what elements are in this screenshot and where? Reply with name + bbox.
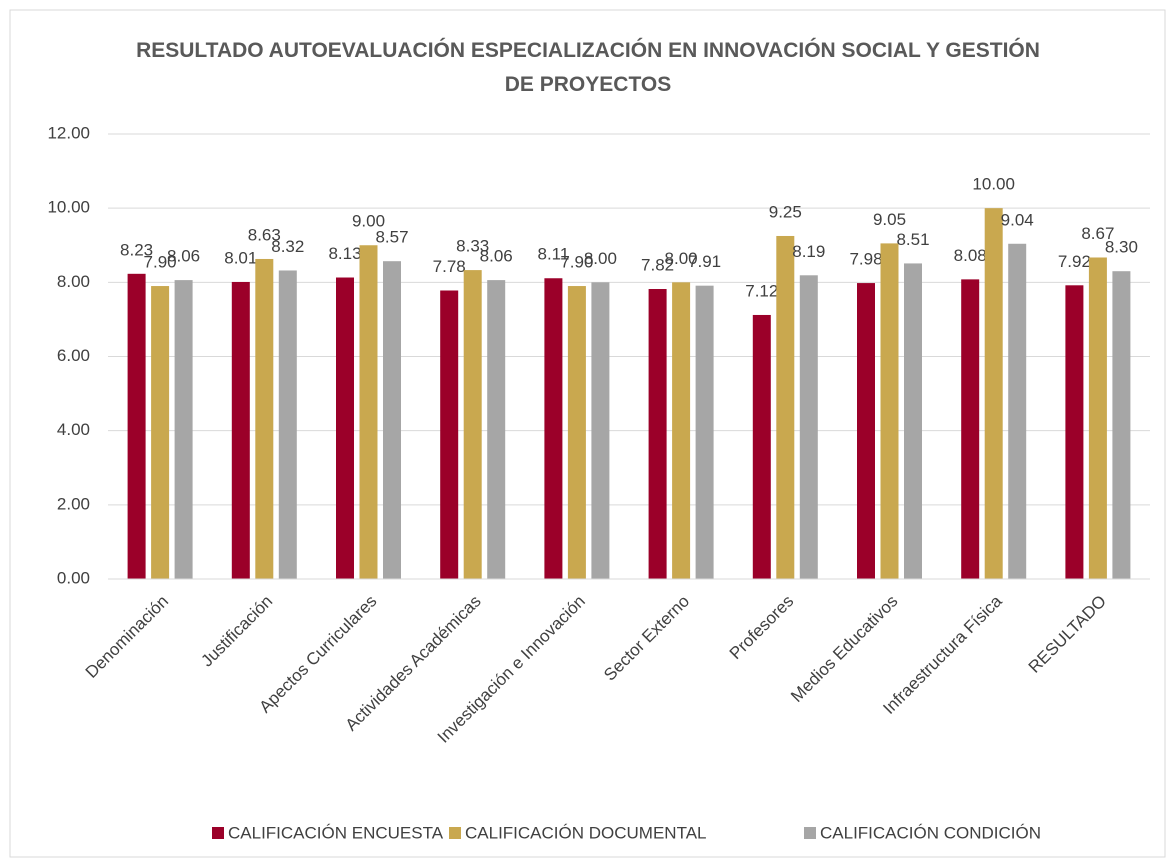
bar	[857, 283, 875, 579]
y-tick-label: 12.00	[47, 123, 90, 142]
data-label: 7.78	[433, 257, 466, 276]
legend-swatch	[804, 827, 816, 839]
data-label: 8.32	[271, 237, 304, 256]
bar	[648, 289, 667, 579]
bar	[695, 285, 714, 579]
y-tick-label: 10.00	[47, 198, 90, 217]
bar	[278, 270, 297, 579]
legend-swatch	[449, 827, 461, 839]
y-tick-label: 6.00	[57, 346, 90, 365]
bar	[904, 263, 922, 579]
data-label: 8.00	[665, 249, 698, 268]
y-tick-label: 0.00	[57, 568, 90, 587]
data-label: 8.06	[480, 247, 513, 266]
bar	[984, 208, 1003, 579]
bar	[151, 286, 170, 579]
data-label: 9.00	[352, 212, 385, 231]
data-label: 8.51	[896, 230, 929, 249]
bar	[880, 243, 899, 580]
data-label: 7.90	[144, 253, 177, 272]
data-label: 9.05	[873, 210, 906, 229]
bar	[440, 290, 459, 579]
y-tick-label: 8.00	[57, 272, 90, 291]
bar	[359, 245, 378, 579]
data-label: 8.57	[375, 228, 408, 247]
bar	[487, 280, 506, 579]
data-label: 7.98	[849, 250, 882, 269]
legend-label: CALIFICACIÓN ENCUESTA	[228, 823, 444, 842]
legend-label: CALIFICACIÓN DOCUMENTAL	[465, 823, 707, 842]
bar	[544, 278, 563, 579]
bar	[231, 281, 250, 579]
bar	[336, 277, 354, 579]
bar	[567, 286, 586, 579]
data-label: 8.19	[792, 242, 825, 261]
y-tick-label: 2.00	[57, 494, 90, 513]
bar	[591, 282, 610, 579]
data-label: 8.67	[1081, 224, 1114, 243]
legend-label: CALIFICACIÓN CONDICIÓN	[820, 823, 1041, 842]
data-label: 8.11	[537, 245, 569, 264]
y-tick-label: 4.00	[57, 420, 90, 439]
data-label: 8.00	[584, 249, 617, 268]
data-label: 8.33	[456, 237, 489, 256]
bar	[1008, 243, 1027, 579]
bar	[752, 314, 771, 579]
bar	[174, 280, 193, 579]
data-label: 8.01	[224, 248, 257, 267]
chart-title: RESULTADO AUTOEVALUACIÓN ESPECIALIZACIÓN…	[136, 39, 1040, 96]
data-label: 8.63	[248, 225, 281, 244]
bar	[1065, 285, 1084, 579]
bar	[127, 273, 146, 579]
data-label: 8.13	[328, 244, 361, 263]
data-label: 10.00	[972, 175, 1015, 194]
bar	[672, 282, 691, 579]
data-label: 7.12	[745, 281, 778, 300]
bar	[1112, 271, 1131, 579]
data-label: 8.30	[1105, 238, 1138, 257]
data-label: 7.92	[1058, 252, 1091, 271]
bar	[1088, 257, 1107, 579]
data-label: 7.82	[641, 255, 674, 274]
data-label: 7.91	[688, 252, 721, 271]
bar	[383, 261, 401, 579]
data-label: 7.90	[560, 253, 593, 272]
bar	[961, 279, 980, 579]
data-label: 8.06	[167, 247, 200, 266]
bar	[799, 275, 818, 579]
data-label: 9.04	[1001, 210, 1034, 229]
data-label: 8.23	[120, 240, 153, 259]
data-label: 8.08	[954, 246, 987, 265]
bar	[776, 235, 795, 579]
bar	[255, 258, 274, 579]
legend-swatch	[212, 827, 224, 839]
bar	[463, 270, 482, 579]
data-label: 9.25	[769, 202, 802, 221]
